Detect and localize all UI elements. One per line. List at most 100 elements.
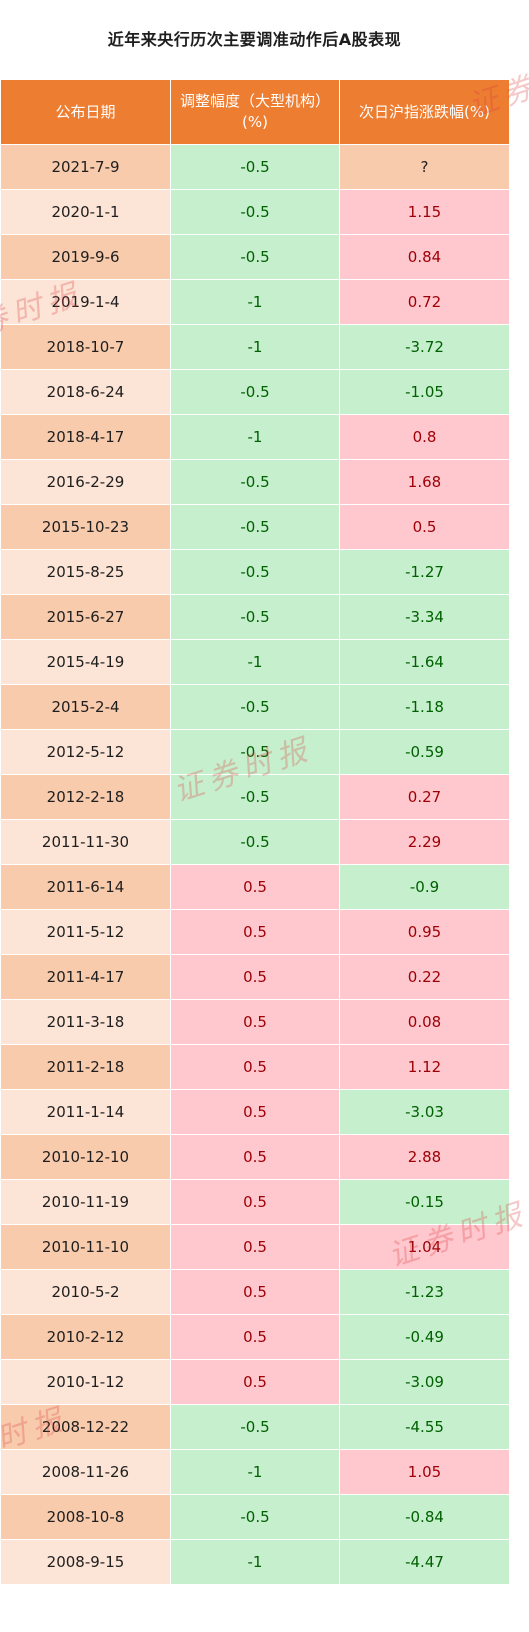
table-row: 2018-10-7 -1 -3.72: [0, 324, 510, 370]
cell-next-day-change: 0.22: [339, 954, 510, 1000]
cell-next-day-change: 0.95: [339, 909, 510, 955]
cell-date: 2011-6-14: [0, 864, 171, 910]
cell-date: 2020-1-1: [0, 189, 171, 235]
table-row: 2008-11-26 -1 1.05: [0, 1449, 510, 1495]
cell-next-day-change: -4.55: [339, 1404, 510, 1450]
table-row: 2012-5-12 -0.5 -0.59: [0, 729, 510, 775]
table-row: 2010-11-19 0.5 -0.15: [0, 1179, 510, 1225]
cell-adjustment: -0.5: [170, 369, 340, 415]
cell-adjustment: -0.5: [170, 549, 340, 595]
cell-date: 2018-6-24: [0, 369, 171, 415]
table-row: 2015-4-19 -1 -1.64: [0, 639, 510, 685]
cell-date: 2012-2-18: [0, 774, 171, 820]
cell-date: 2010-11-19: [0, 1179, 171, 1225]
cell-next-day-change: -3.72: [339, 324, 510, 370]
table-row: 2011-3-18 0.5 0.08: [0, 999, 510, 1045]
cell-next-day-change: 1.05: [339, 1449, 510, 1495]
cell-adjustment: 0.5: [170, 1314, 340, 1360]
cell-adjustment: 0.5: [170, 909, 340, 955]
cell-next-day-change: 1.68: [339, 459, 510, 505]
cell-date: 2015-4-19: [0, 639, 171, 685]
cell-date: 2008-11-26: [0, 1449, 171, 1495]
table-row: 2008-9-15 -1 -4.47: [0, 1539, 510, 1585]
cell-date: 2008-10-8: [0, 1494, 171, 1540]
cell-date: 2010-2-12: [0, 1314, 171, 1360]
cell-adjustment: -1: [170, 1449, 340, 1495]
cell-date: 2015-2-4: [0, 684, 171, 730]
cell-next-day-change: -3.09: [339, 1359, 510, 1405]
cell-next-day-change: -1.18: [339, 684, 510, 730]
cell-adjustment: 0.5: [170, 1134, 340, 1180]
table-row: 2010-1-12 0.5 -3.09: [0, 1359, 510, 1405]
cell-date: 2011-3-18: [0, 999, 171, 1045]
table-row: 2011-6-14 0.5 -0.9: [0, 864, 510, 910]
table-row: 2010-5-2 0.5 -1.23: [0, 1269, 510, 1315]
cell-adjustment: 0.5: [170, 1044, 340, 1090]
table-row: 2015-10-23 -0.5 0.5: [0, 504, 510, 550]
table-row: 2018-4-17 -1 0.8: [0, 414, 510, 460]
cell-next-day-change: 2.88: [339, 1134, 510, 1180]
cell-next-day-change: 0.5: [339, 504, 510, 550]
table-row: 2011-1-14 0.5 -3.03: [0, 1089, 510, 1135]
table-row: 2019-9-6 -0.5 0.84: [0, 234, 510, 280]
cell-adjustment: 0.5: [170, 1089, 340, 1135]
table-row: 2015-8-25 -0.5 -1.27: [0, 549, 510, 595]
cell-date: 2018-4-17: [0, 414, 171, 460]
cell-date: 2015-6-27: [0, 594, 171, 640]
cell-adjustment: 0.5: [170, 864, 340, 910]
cell-adjustment: -0.5: [170, 189, 340, 235]
cell-adjustment: -0.5: [170, 1494, 340, 1540]
cell-next-day-change: -0.9: [339, 864, 510, 910]
cell-date: 2015-10-23: [0, 504, 171, 550]
cell-adjustment: -0.5: [170, 819, 340, 865]
cell-adjustment: -1: [170, 1539, 340, 1585]
cell-date: 2008-12-22: [0, 1404, 171, 1450]
cell-date: 2019-9-6: [0, 234, 171, 280]
cell-date: 2011-1-14: [0, 1089, 171, 1135]
cell-next-day-change: -1.05: [339, 369, 510, 415]
table-row: 2015-6-27 -0.5 -3.34: [0, 594, 510, 640]
table-row: 2020-1-1 -0.5 1.15: [0, 189, 510, 235]
table-row: 2011-4-17 0.5 0.22: [0, 954, 510, 1000]
cell-next-day-change: 2.29: [339, 819, 510, 865]
cell-next-day-change: -3.03: [339, 1089, 510, 1135]
cell-adjustment: 0.5: [170, 1224, 340, 1270]
cell-date: 2016-2-29: [0, 459, 171, 505]
table-row: 2010-12-10 0.5 2.88: [0, 1134, 510, 1180]
cell-adjustment: -1: [170, 279, 340, 325]
cell-adjustment: -1: [170, 639, 340, 685]
cell-date: 2010-1-12: [0, 1359, 171, 1405]
table-row: 2019-1-4 -1 0.72: [0, 279, 510, 325]
header-adjustment: 调整幅度（大型机构）(%): [170, 79, 340, 145]
table-row: 2011-2-18 0.5 1.12: [0, 1044, 510, 1090]
table-row: 2021-7-9 -0.5?: [0, 144, 510, 190]
cell-next-day-change: -4.47: [339, 1539, 510, 1585]
table-row: 2018-6-24 -0.5 -1.05: [0, 369, 510, 415]
cell-date: 2011-5-12: [0, 909, 171, 955]
header-announce-date: 公布日期: [0, 79, 171, 145]
table-row: 2016-2-29 -0.5 1.68: [0, 459, 510, 505]
table-row: 2011-11-30 -0.5 2.29: [0, 819, 510, 865]
cell-next-day-change: -0.49: [339, 1314, 510, 1360]
cell-adjustment: 0.5: [170, 1269, 340, 1315]
cell-next-day-change: -1.64: [339, 639, 510, 685]
cell-date: 2011-4-17: [0, 954, 171, 1000]
table-row: 2008-12-22 -0.5 -4.55: [0, 1404, 510, 1450]
cell-next-day-change: 1.15: [339, 189, 510, 235]
cell-next-day-change: 0.8: [339, 414, 510, 460]
cell-next-day-change: 1.12: [339, 1044, 510, 1090]
cell-next-day-change: 0.08: [339, 999, 510, 1045]
cell-adjustment: 0.5: [170, 1179, 340, 1225]
table-row: 2015-2-4 -0.5 -1.18: [0, 684, 510, 730]
cell-date: 2018-10-7: [0, 324, 171, 370]
cell-date: 2010-12-10: [0, 1134, 171, 1180]
table-row: 2008-10-8 -0.5 -0.84: [0, 1494, 510, 1540]
rrr-adjustment-table: 公布日期 调整幅度（大型机构）(%) 次日沪指涨跌幅(%) 2021-7-9 -0…: [0, 79, 510, 1585]
table-row: 2012-2-18 -0.5 0.27: [0, 774, 510, 820]
cell-date: 2011-2-18: [0, 1044, 171, 1090]
cell-adjustment: 0.5: [170, 954, 340, 1000]
cell-adjustment: 0.5: [170, 1359, 340, 1405]
table-row: 2010-11-10 0.5 1.04: [0, 1224, 510, 1270]
cell-next-day-change: -1.23: [339, 1269, 510, 1315]
table-body: 2021-7-9 -0.5? 2020-1-1 -0.5 1.15 2019-9-6 -0.…: [0, 144, 510, 1585]
